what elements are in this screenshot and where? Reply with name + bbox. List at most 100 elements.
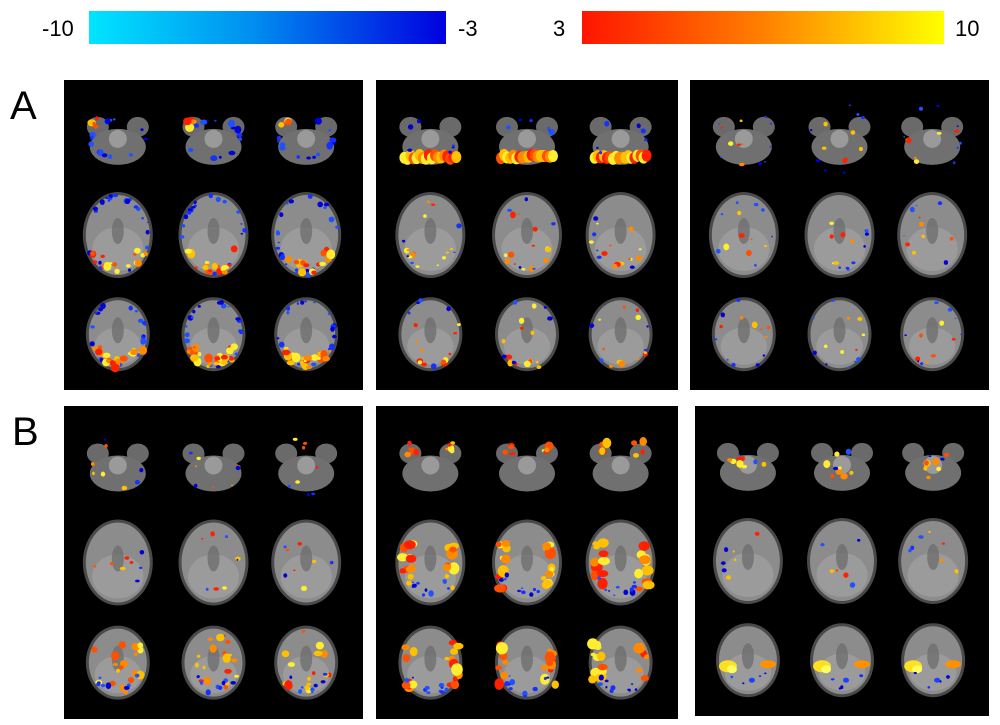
activation-blob — [821, 146, 827, 150]
activation-blob — [638, 541, 650, 551]
activation-blob — [535, 360, 539, 364]
activation-blob — [451, 663, 463, 676]
activation-blob — [592, 541, 600, 546]
brainstem — [108, 456, 127, 475]
activation-blob — [609, 364, 613, 368]
activation-blob — [442, 256, 446, 260]
activation-blob — [623, 589, 629, 595]
activation-blob — [231, 658, 238, 663]
brain-slice-r1-c3 — [589, 437, 652, 492]
activation-blob — [453, 332, 458, 335]
activation-blob — [205, 587, 209, 591]
activation-blob — [904, 334, 907, 337]
activation-blob — [230, 245, 238, 253]
activation-blob — [641, 565, 654, 576]
activation-blob — [436, 264, 439, 266]
activation-blob — [823, 460, 831, 469]
activation-blob — [112, 662, 118, 667]
activation-blob — [457, 323, 461, 327]
activation-blob — [294, 268, 299, 272]
activation-blob — [127, 677, 135, 684]
activation-blob — [503, 253, 508, 258]
activation-blob — [838, 466, 842, 470]
ventricles — [614, 218, 627, 244]
activation-blob — [634, 568, 643, 579]
activation-blob — [830, 678, 835, 681]
activation-blob — [824, 169, 827, 172]
activation-blob — [769, 146, 772, 148]
activation-blob — [453, 251, 456, 254]
activation-blob — [218, 685, 223, 690]
activation-blob — [323, 202, 330, 207]
brain-slice-r1-c3 — [275, 437, 338, 497]
activation-blob — [197, 352, 202, 357]
activation-blob — [444, 687, 449, 692]
activation-blob — [632, 581, 636, 584]
activation-blob — [143, 251, 148, 257]
panel-a-2 — [376, 80, 678, 390]
activation-blob — [834, 451, 840, 457]
activation-blob — [739, 162, 745, 167]
activation-blob — [311, 671, 316, 676]
activation-blob — [599, 447, 606, 455]
activation-blob — [111, 651, 120, 661]
activation-blob — [939, 558, 943, 563]
activation-blob — [313, 301, 316, 304]
brainstem — [518, 456, 536, 475]
activation-blob — [124, 556, 130, 560]
activation-blob — [430, 363, 437, 370]
activation-blob — [932, 458, 940, 466]
activation-blob — [843, 157, 848, 161]
activation-blob — [494, 678, 504, 690]
activation-blob — [128, 268, 131, 272]
activation-blob — [633, 642, 646, 654]
activation-blob — [771, 235, 774, 238]
activation-blob — [320, 680, 326, 684]
activation-blob — [548, 129, 555, 136]
activation-blob — [946, 675, 950, 679]
activation-blob — [320, 249, 327, 257]
activation-blob — [118, 641, 126, 649]
activation-blob — [638, 248, 642, 251]
activation-blob — [598, 318, 601, 321]
activation-blob — [855, 348, 858, 351]
activation-blob — [313, 683, 318, 688]
activation-blob — [939, 320, 945, 326]
activation-blob — [426, 200, 430, 204]
slice-montage — [82, 437, 342, 700]
activation-blob — [213, 361, 220, 366]
activation-blob — [145, 245, 149, 250]
activation-blob — [415, 340, 419, 344]
activation-blob — [298, 689, 302, 694]
activation-blob — [196, 456, 201, 461]
activation-blob — [754, 263, 757, 267]
activation-blob — [409, 647, 418, 657]
activation-blob — [815, 159, 821, 163]
activation-blob — [440, 359, 447, 365]
ventricles — [833, 218, 846, 244]
brain-slice-r2-c3 — [585, 519, 656, 606]
activation-blob — [829, 221, 834, 225]
activation-blob — [919, 333, 923, 338]
activation-blob — [956, 146, 959, 149]
activation-blob — [307, 676, 311, 681]
activation-blob — [234, 125, 242, 134]
brain-slice-r1-c2 — [496, 116, 558, 165]
activation-blob — [863, 245, 866, 248]
activation-blob — [597, 682, 603, 686]
ventricles — [424, 218, 437, 244]
activation-blob — [732, 550, 735, 553]
activation-blob — [546, 676, 550, 679]
activation-blob — [281, 253, 285, 257]
activation-blob — [522, 690, 528, 697]
activation-blob — [442, 563, 452, 572]
brain-slice-r1-c1 — [716, 442, 779, 491]
ventricles — [521, 545, 533, 572]
negative-colorbar-max-label: -3 — [458, 16, 478, 41]
activation-blob — [191, 316, 194, 319]
activation-blob — [431, 203, 436, 206]
activation-blob — [228, 653, 232, 657]
brain-slice-r3-c1 — [398, 625, 464, 700]
ventricles — [111, 545, 124, 572]
activation-blob — [97, 149, 104, 157]
